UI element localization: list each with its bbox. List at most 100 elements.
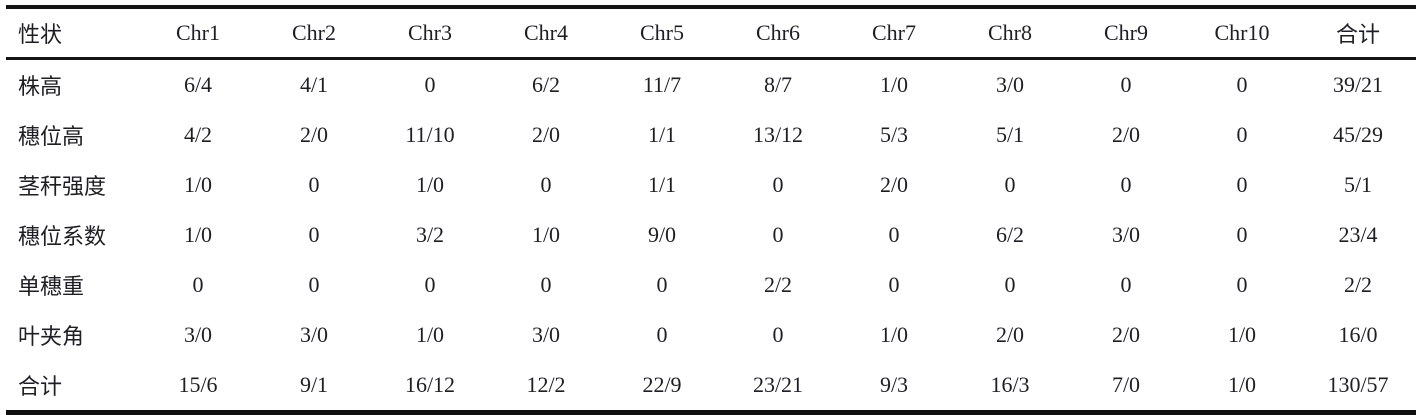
table-row: 合计 15/6 9/1 16/12 12/2 22/9 23/21 9/3 16/3 7/0 1/0… <box>6 360 1416 413</box>
table-cell: 0 <box>1120 72 1132 97</box>
table-cell: 0 <box>772 322 784 347</box>
table-cell: 0 <box>1236 72 1248 97</box>
table-cell: 0 <box>192 272 204 297</box>
column-header: Chr6 <box>720 7 836 60</box>
table-row: 穗位高 4/2 2/0 11/10 2/0 1/1 13/12 5/3 5/1 2/0 0 45/29 <box>6 110 1416 160</box>
table-cell: 16/3 <box>990 372 1030 397</box>
table-cell: 1/0 <box>183 172 213 197</box>
table-cell: 6/4 <box>183 72 213 97</box>
table-cell: 4/2 <box>183 122 213 147</box>
table-row: 穗位系数 1/0 0 3/2 1/0 9/0 0 0 6/2 3/0 0 23/4 <box>6 210 1416 260</box>
column-header: Chr1 <box>140 7 256 60</box>
table-cell: 5/1 <box>1343 172 1373 197</box>
table-cell: 6/2 <box>531 72 561 97</box>
table-cell: 3/0 <box>183 322 213 347</box>
table-cell: 2/0 <box>879 172 909 197</box>
table-cell: 11/10 <box>405 122 455 147</box>
table-cell: 16/12 <box>404 372 456 397</box>
table-cell: 0 <box>1120 272 1132 297</box>
row-label: 茎秆强度 <box>18 174 107 199</box>
table-cell: 0 <box>656 272 668 297</box>
table-cell: 5/3 <box>879 122 909 147</box>
column-header: Chr7 <box>836 7 952 60</box>
table-cell: 9/1 <box>299 372 329 397</box>
table-cell: 39/21 <box>1332 72 1384 97</box>
table-cell: 1/0 <box>415 172 445 197</box>
table-cell: 2/2 <box>1343 272 1373 297</box>
table-cell: 0 <box>1236 222 1248 247</box>
table-cell: 0 <box>424 272 436 297</box>
table-row: 株高 6/4 4/1 0 6/2 11/7 8/7 1/0 3/0 0 0 39/21 <box>6 59 1416 111</box>
table-cell: 3/2 <box>415 222 445 247</box>
table-cell: 0 <box>308 272 320 297</box>
table-cell: 1/0 <box>415 322 445 347</box>
table-cell: 0 <box>1236 172 1248 197</box>
table-cell: 0 <box>656 322 668 347</box>
table-header: 性状 Chr1 Chr2 Chr3 Chr4 Chr5 Chr6 Chr7 Chr8 Chr9 Ch… <box>6 7 1416 60</box>
table-cell: 0 <box>424 72 436 97</box>
table-row: 单穗重 0 0 0 0 0 2/2 0 0 0 0 2/2 <box>6 260 1416 310</box>
column-header: Chr8 <box>952 7 1068 60</box>
table-cell: 1/0 <box>1227 322 1257 347</box>
table-cell: 1/0 <box>1227 372 1257 397</box>
row-label: 穗位系数 <box>18 224 107 249</box>
table-cell: 9/3 <box>879 372 909 397</box>
table-cell: 9/0 <box>647 222 677 247</box>
table-cell: 2/0 <box>299 122 329 147</box>
column-header: Chr9 <box>1068 7 1184 60</box>
column-header: Chr2 <box>256 7 372 60</box>
table-cell: 7/0 <box>1111 372 1141 397</box>
table-cell: 1/0 <box>879 72 909 97</box>
table-cell: 8/7 <box>763 72 793 97</box>
column-header: 合计 <box>1300 7 1416 60</box>
table-cell: 0 <box>772 172 784 197</box>
table-cell: 0 <box>1236 272 1248 297</box>
table-cell: 5/1 <box>995 122 1025 147</box>
table-cell: 2/0 <box>1111 122 1141 147</box>
column-header: Chr5 <box>604 7 720 60</box>
table-cell: 0 <box>540 272 552 297</box>
table-cell: 1/1 <box>647 172 677 197</box>
column-header: Chr3 <box>372 7 488 60</box>
table-cell: 1/1 <box>647 122 677 147</box>
column-header-trait: 性状 <box>6 7 140 60</box>
table-body: 株高 6/4 4/1 0 6/2 11/7 8/7 1/0 3/0 0 0 39/21 穗位高 4/2 2/… <box>6 59 1416 413</box>
table-cell: 23/4 <box>1338 222 1378 247</box>
table-cell: 0 <box>1004 172 1016 197</box>
table-cell: 2/0 <box>995 322 1025 347</box>
table-cell: 0 <box>888 272 900 297</box>
table-cell: 1/0 <box>879 322 909 347</box>
table-cell: 12/2 <box>526 372 566 397</box>
table-row: 叶夹角 3/0 3/0 1/0 3/0 0 0 1/0 2/0 2/0 1/0 16/0 <box>6 310 1416 360</box>
table-cell: 0 <box>888 222 900 247</box>
row-label: 合计 <box>18 374 63 399</box>
table-cell: 2/2 <box>763 272 793 297</box>
table-cell: 130/57 <box>1327 372 1389 397</box>
table-cell: 3/0 <box>1111 222 1141 247</box>
paper-table-container: 性状 Chr1 Chr2 Chr3 Chr4 Chr5 Chr6 Chr7 Chr8 Chr9 Ch… <box>6 5 1416 415</box>
table-cell: 3/0 <box>995 72 1025 97</box>
row-label: 株高 <box>18 74 63 99</box>
header-row: 性状 Chr1 Chr2 Chr3 Chr4 Chr5 Chr6 Chr7 Chr8 Chr9 Ch… <box>6 7 1416 60</box>
table-cell: 0 <box>540 172 552 197</box>
table-cell: 2/0 <box>531 122 561 147</box>
table-cell: 4/1 <box>299 72 329 97</box>
row-label: 叶夹角 <box>18 324 85 349</box>
table-cell: 13/12 <box>752 122 804 147</box>
column-header: Chr4 <box>488 7 604 60</box>
table-cell: 3/0 <box>531 322 561 347</box>
table-cell: 15/6 <box>178 372 218 397</box>
table-cell: 0 <box>772 222 784 247</box>
table-row: 茎秆强度 1/0 0 1/0 0 1/1 0 2/0 0 0 0 5/1 <box>6 160 1416 210</box>
table-cell: 1/0 <box>531 222 561 247</box>
table-cell: 22/9 <box>642 372 682 397</box>
table-cell: 1/0 <box>183 222 213 247</box>
column-header: Chr10 <box>1184 7 1300 60</box>
table-cell: 0 <box>1120 172 1132 197</box>
row-label: 单穗重 <box>18 274 85 299</box>
table-cell: 3/0 <box>299 322 329 347</box>
table-cell: 45/29 <box>1332 122 1384 147</box>
table-cell: 23/21 <box>752 372 804 397</box>
table-cell: 0 <box>1236 122 1248 147</box>
table-cell: 11/7 <box>642 72 682 97</box>
